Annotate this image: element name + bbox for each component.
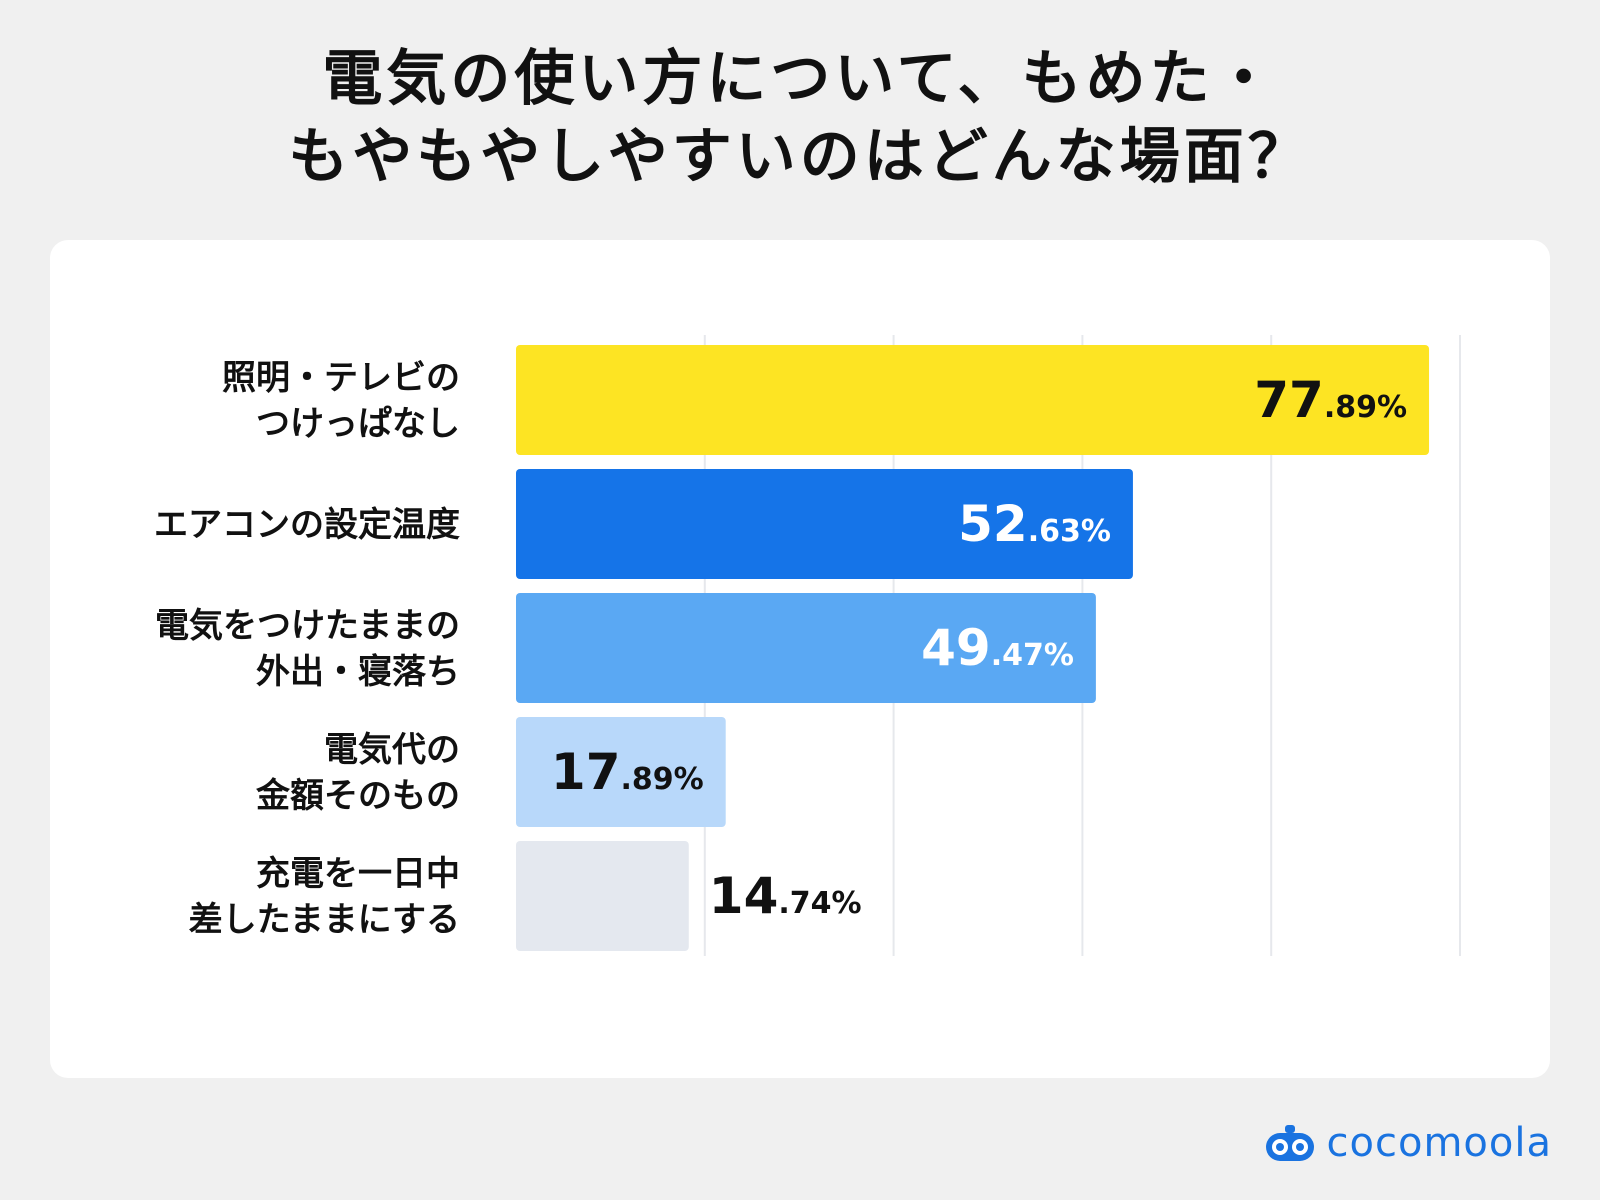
bar-group: エアコンの設定温度 52.63% <box>154 469 1133 579</box>
category-label: つけっぱなし <box>256 404 460 444</box>
chart-title-line-1: 電気の使い方について、もめた・ <box>322 44 1278 114</box>
bar <box>516 717 726 827</box>
category-label: 差したままにする <box>189 900 460 940</box>
value-label: 14.74% <box>709 867 862 925</box>
category-label: 電気をつけたままの <box>155 606 460 646</box>
value-label: 52.63% <box>958 495 1111 553</box>
category-label: エアコンの設定温度 <box>154 505 460 545</box>
category-label: 充電を一日中 <box>256 854 460 894</box>
bar <box>516 841 689 951</box>
value-label: 49.47% <box>921 619 1074 677</box>
chart-title: 電気の使い方について、もめた・ もやもやしやすいのはどんな場面？ <box>0 40 1600 196</box>
category-label: 電気代の <box>324 730 460 770</box>
bar <box>516 469 1133 579</box>
cocomoola-logo-icon <box>1265 1125 1314 1161</box>
category-label: 外出・寝落ち <box>256 652 460 692</box>
chart-card: 照明・テレビのつけっぱなし 77.89% エアコンの設定温度 52.63% 電気をつけた… <box>50 240 1550 1078</box>
category-label: 照明・テレビの <box>222 358 460 398</box>
brand-name: cocomoola <box>1326 1120 1552 1166</box>
bar <box>516 593 1096 703</box>
value-label: 17.89% <box>551 743 704 801</box>
brand-logo[interactable]: cocomoola <box>1263 1118 1552 1168</box>
bar <box>516 345 1430 455</box>
value-label: 77.89% <box>1254 371 1407 429</box>
chart-title-line-2: もやもやしやすいのはどんな場面？ <box>288 122 1312 192</box>
category-label: 金額そのもの <box>255 776 460 816</box>
